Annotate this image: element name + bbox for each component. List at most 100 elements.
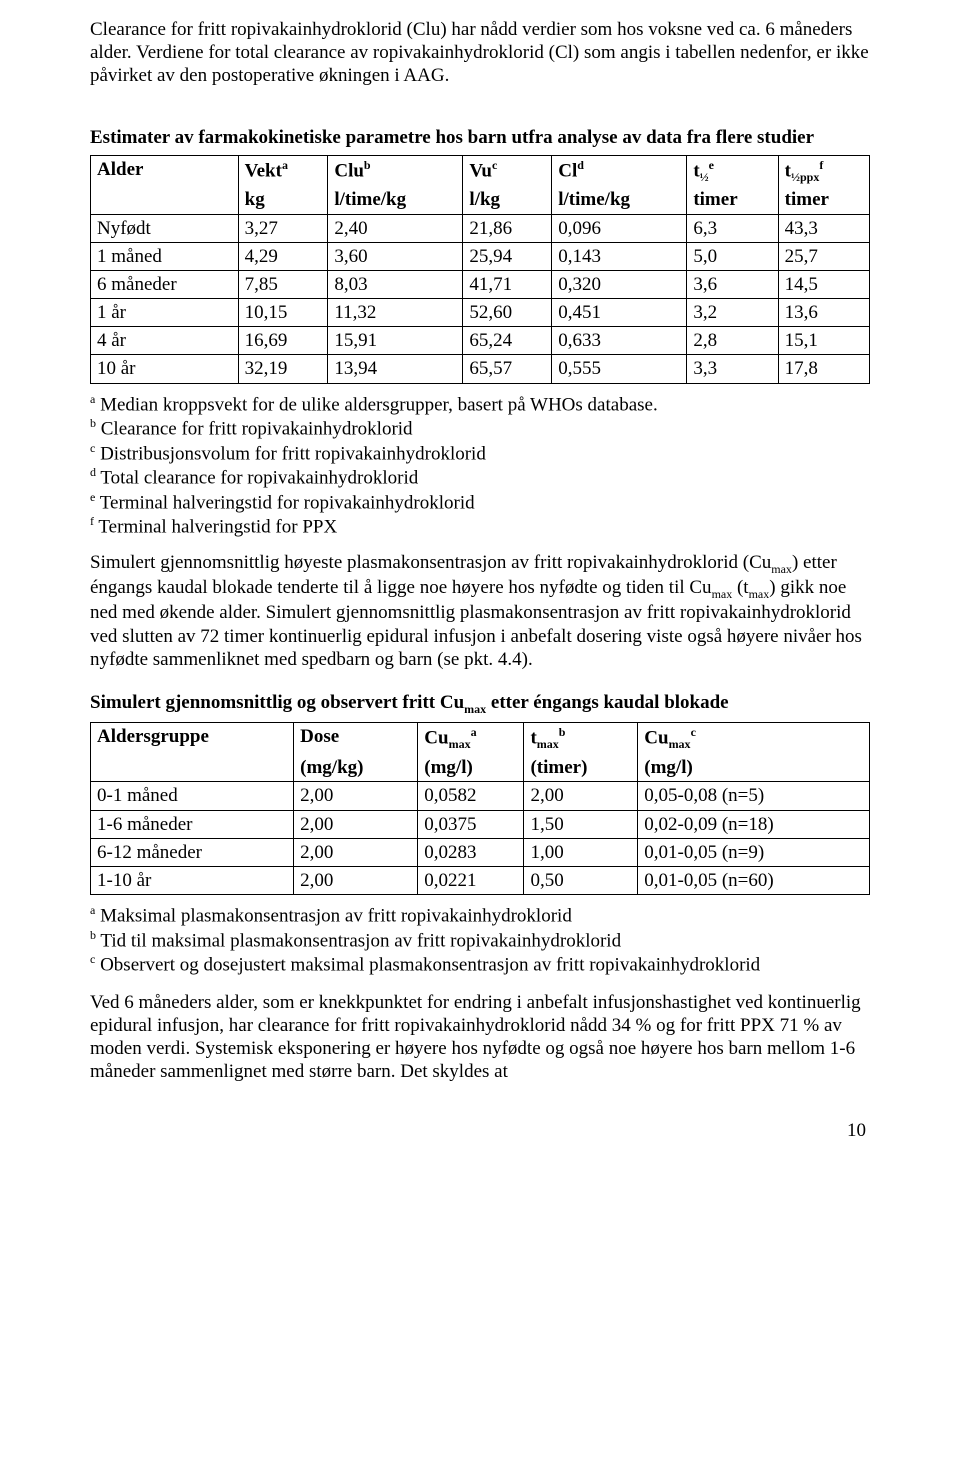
table-cell: 3,2 [687,299,778,327]
u1 [91,186,239,214]
table-cell: 17,8 [778,355,869,383]
u2-2: (mg/kg) [294,754,418,782]
table-cell: 13,6 [778,299,869,327]
table-cell: 0,555 [552,355,687,383]
table-cell: 52,60 [463,299,552,327]
th2-1-label: Aldersgruppe [97,726,209,747]
table-cell: 41,71 [463,270,552,298]
pk-parameters-table: Alder Vekta Club Vuc Cld t½e t½ppxf kg l… [90,155,870,384]
u4: l/kg [463,186,552,214]
table-cell: 0,05-0,08 (n=5) [638,782,870,810]
table1-unit-row: kg l/time/kg l/kg l/time/kg timer timer [91,186,870,214]
footnote: a Median kroppsvekt for de ulike aldersg… [90,392,870,417]
table-cell: 13,94 [328,355,463,383]
table-cell: 2,00 [294,838,418,866]
table-cell: 10 år [91,355,239,383]
th-alder-label: Alder [97,159,143,180]
th-thalfppx: t½ppxf [778,155,869,186]
table-cell: 1 år [91,299,239,327]
mid-sub1: max [771,561,792,575]
table-cell: 0-1 måned [91,782,294,810]
table-cell: 0,633 [552,327,687,355]
u7: timer [778,186,869,214]
table-cell: 32,19 [238,355,328,383]
th2-2: Dose [294,723,418,754]
th-vekt-label: Vekt [245,160,282,181]
footnote: d Total clearance for ropivakainhydroklo… [90,465,870,490]
u2-4: (timer) [524,754,638,782]
u2-label: kg [245,189,265,210]
footnote: a Maksimal plasmakonsentrasjon av fritt … [90,903,870,928]
th-thalf: t½e [687,155,778,186]
table-cell: 1,00 [524,838,638,866]
footnote: f Terminal halveringstid for PPX [90,514,870,539]
table-cell: 4 år [91,327,239,355]
th2-4-sup: b [559,725,566,739]
u2-4-label: (timer) [530,757,587,778]
th-vekt-sup: a [282,158,288,172]
table-cell: 2,8 [687,327,778,355]
table1-footnotes: a Median kroppsvekt for de ulike aldersg… [90,392,870,539]
table-row: Nyfødt3,272,4021,860,0966,343,3 [91,214,870,242]
th-cl: Cld [552,155,687,186]
th-clu-label: Clu [334,160,364,181]
table-cell: 25,7 [778,242,869,270]
th2-3: Cumaxa [418,723,524,754]
table1-header-row: Alder Vekta Club Vuc Cld t½e t½ppxf [91,155,870,186]
u2-3: (mg/l) [418,754,524,782]
th-alder: Alder [91,155,239,186]
th-cl-label: Cl [558,160,577,181]
table2-title: Simulert gjennomsnittlig og observert fr… [90,691,870,716]
table-cell: 1 måned [91,242,239,270]
mid-a: Simulert gjennomsnittlig høyeste plasmak… [90,552,771,573]
table-row: 1 måned4,293,6025,940,1435,025,7 [91,242,870,270]
intro-paragraph: Clearance for fritt ropivakainhydroklori… [90,18,870,88]
table-cell: 16,69 [238,327,328,355]
u3-label: l/time/kg [334,189,406,210]
table-cell: 0,0582 [418,782,524,810]
th2-3-label: Cu [424,728,448,749]
closing-paragraph: Ved 6 måneders alder, som er knekkpunkte… [90,991,870,1084]
th-thalf-sup: e [709,158,714,172]
table-row: 1-10 år2,000,02210,500,01-0,05 (n=60) [91,866,870,894]
th2-5: Cumaxc [638,723,870,754]
table-cell: 3,27 [238,214,328,242]
th-thalfppx-sub: ½ppx [791,170,819,184]
th2-4: tmaxb [524,723,638,754]
table-cell: 6,3 [687,214,778,242]
footnote: c Distribusjonsvolum for fritt ropivakai… [90,441,870,466]
table-cell: 15,1 [778,327,869,355]
th2-3-sub: max [449,738,471,752]
table2-header-row: Aldersgruppe Dose Cumaxa tmaxb Cumaxc [91,723,870,754]
table-cell: 0,320 [552,270,687,298]
table-cell: 2,00 [294,810,418,838]
table-cell: 0,01-0,05 (n=60) [638,866,870,894]
table-cell: 3,3 [687,355,778,383]
table-cell: 2,00 [294,782,418,810]
table-cell: Nyfødt [91,214,239,242]
table-cell: 6-12 måneder [91,838,294,866]
table-row: 6 måneder7,858,0341,710,3203,614,5 [91,270,870,298]
table-cell: 0,0283 [418,838,524,866]
u6: timer [687,186,778,214]
cumax-table: Aldersgruppe Dose Cumaxa tmaxb Cumaxc (m… [90,722,870,895]
u5: l/time/kg [552,186,687,214]
u6-label: timer [693,189,737,210]
u2-3-label: (mg/l) [424,757,473,778]
footnote: b Clearance for fritt ropivakainhydroklo… [90,416,870,441]
table-row: 1-6 måneder2,000,03751,500,02-0,09 (n=18… [91,810,870,838]
table-cell: 0,096 [552,214,687,242]
page-number: 10 [90,1119,870,1142]
th2-4-sub: max [537,738,559,752]
th-vekt: Vekta [238,155,328,186]
th-vu: Vuc [463,155,552,186]
table-cell: 8,03 [328,270,463,298]
th2-5-label: Cu [644,728,668,749]
footnote: b Tid til maksimal plasmakonsentrasjon a… [90,928,870,953]
u4-label: l/kg [469,189,500,210]
footnote: c Observert og dosejustert maksimal plas… [90,952,870,977]
u2-5-label: (mg/l) [644,757,693,778]
mid-sub3: max [749,587,770,601]
table-cell: 43,3 [778,214,869,242]
u5-label: l/time/kg [558,189,630,210]
